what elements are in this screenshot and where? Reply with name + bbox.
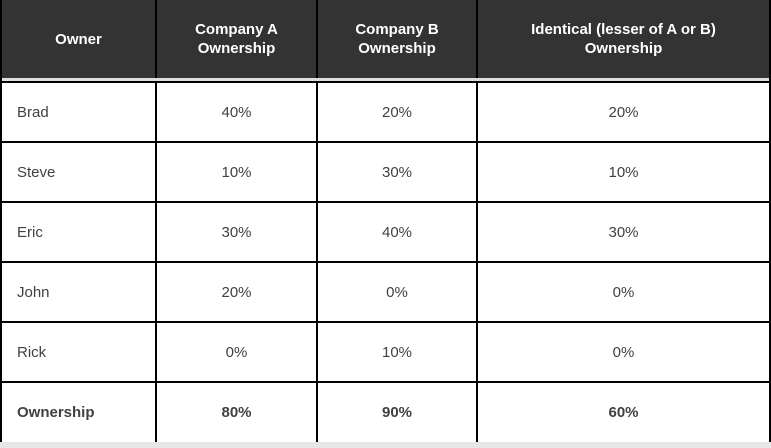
owner-cell: Rick [2, 323, 157, 381]
company-a-ownership-cell: 80% [157, 383, 318, 442]
company-a-ownership-cell: 40% [157, 83, 318, 141]
identical-ownership-cell: 0% [612, 343, 635, 361]
identical-ownership-cell: 60% [608, 404, 639, 421]
owner-cell: Ownership [2, 383, 157, 442]
table-row: Eric 30% 40% 30% [2, 203, 769, 263]
table-header-row: Owner Company A Ownership Company B Owne… [2, 0, 769, 81]
table-row: John 20% 0% 0% [2, 263, 769, 323]
identical-ownership-cell: 10% [608, 163, 639, 181]
owner-cell: Steve [2, 143, 157, 201]
company-a-ownership-cell: 0% [157, 323, 318, 381]
company-b-ownership-cell: 30% [318, 143, 478, 201]
company-b-ownership-cell: 90% [318, 383, 478, 442]
table-body: Brad 40% 20% 20% Steve 10% 30% 10% Eric … [2, 81, 769, 442]
header-identical-ownership: Identical (lesser of A or B) Ownership [531, 21, 716, 57]
identical-ownership-cell: 0% [612, 283, 635, 301]
table-row: Rick 0% 10% 0% [2, 323, 769, 383]
table-row: Brad 40% 20% 20% [2, 83, 769, 143]
header-company-b-ownership: Company B Ownership [318, 0, 478, 78]
identical-ownership-cell: 30% [608, 223, 639, 241]
owner-cell: Brad [2, 83, 157, 141]
owner-cell: John [2, 263, 157, 321]
header-company-a-ownership: Company A Ownership [157, 0, 318, 78]
identical-ownership-cell: 20% [608, 103, 639, 121]
company-a-ownership-cell: 10% [157, 143, 318, 201]
table-row: Ownership 80% 90% 60% [2, 383, 769, 442]
company-b-ownership-cell: 20% [318, 83, 478, 141]
table-row: Steve 10% 30% 10% [2, 143, 769, 203]
company-b-ownership-cell: 0% [318, 263, 478, 321]
company-b-ownership-cell: 40% [318, 203, 478, 261]
company-b-ownership-cell: 10% [318, 323, 478, 381]
company-a-ownership-cell: 20% [157, 263, 318, 321]
owner-cell: Eric [2, 203, 157, 261]
header-owner: Owner [2, 0, 157, 78]
company-a-ownership-cell: 30% [157, 203, 318, 261]
